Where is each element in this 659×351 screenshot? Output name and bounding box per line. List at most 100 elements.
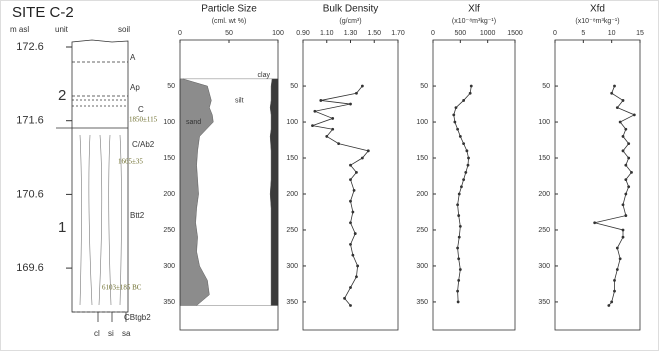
point: [469, 84, 473, 88]
horizon: Ap: [130, 83, 140, 92]
point: [352, 188, 356, 192]
horizon: Btt2: [130, 211, 145, 220]
point: [457, 278, 461, 282]
header: m asl: [10, 25, 29, 34]
point: [462, 99, 466, 102]
horizon: C/Ab2: [132, 140, 155, 149]
point: [465, 149, 469, 153]
point: [311, 124, 314, 128]
point: [453, 120, 457, 124]
elevation-label: 170.6: [16, 188, 44, 200]
point: [466, 163, 470, 167]
point: [349, 304, 352, 307]
point: [331, 127, 335, 131]
x-tick-label: 1500: [507, 30, 523, 37]
x-tick-label: 0.90: [296, 30, 310, 37]
y-tick-label: 250: [416, 227, 428, 234]
point: [349, 199, 352, 203]
x-tick-label: 1000: [480, 30, 496, 37]
point: [615, 246, 619, 250]
point: [456, 127, 459, 131]
x-tick-label: 0: [178, 30, 182, 37]
point: [613, 278, 616, 282]
point: [632, 113, 636, 117]
x-tick-label: 1.70: [391, 30, 405, 37]
x-tick-label: 0: [553, 30, 557, 37]
point: [621, 149, 625, 153]
y-tick-label: 50: [542, 83, 550, 90]
panel-title: Bulk Density: [323, 4, 379, 15]
point: [351, 253, 355, 257]
point: [624, 163, 628, 167]
point: [615, 268, 619, 271]
point: [456, 246, 459, 250]
point: [621, 99, 625, 102]
point: [356, 264, 360, 268]
point: [627, 156, 631, 160]
point: [624, 178, 628, 182]
horizon: C: [138, 105, 144, 114]
y-tick-label: 150: [163, 155, 175, 162]
point: [607, 304, 611, 307]
point: [464, 171, 468, 174]
y-tick-label: 50: [420, 83, 428, 90]
y-tick-label: 300: [286, 263, 298, 270]
point: [337, 142, 341, 146]
point: [355, 275, 358, 279]
point: [458, 135, 462, 138]
point: [355, 91, 358, 95]
point: [621, 203, 625, 207]
point: [360, 84, 364, 88]
point: [313, 109, 317, 113]
point: [462, 178, 466, 182]
y-tick-label: 200: [538, 191, 550, 198]
point: [624, 127, 628, 131]
x-tick-label: 1.50: [367, 30, 381, 37]
y-tick-label: 200: [286, 191, 298, 198]
y-tick-label: 150: [538, 155, 550, 162]
y-tick-label: 300: [538, 263, 550, 270]
x-tick-label: 15: [636, 30, 644, 37]
point: [325, 135, 329, 138]
x-tick-label: 1.10: [320, 30, 334, 37]
point: [349, 221, 352, 225]
x-tick-label: 50: [225, 30, 233, 37]
plot-box: [432, 39, 516, 331]
point: [621, 235, 625, 239]
point: [624, 192, 628, 196]
point: [454, 106, 458, 110]
date: 1850±115: [129, 116, 158, 124]
date: 6103±185 BC: [102, 284, 142, 292]
elevation-label: 169.6: [16, 262, 44, 274]
x-tick-label: 5: [581, 30, 585, 37]
x-tick-label: 1.30: [344, 30, 358, 37]
point: [458, 224, 462, 228]
point: [613, 84, 616, 88]
point: [462, 142, 466, 146]
point: [331, 117, 335, 120]
plot-box: [554, 39, 641, 331]
point: [610, 300, 614, 304]
point: [351, 210, 355, 214]
y-tick-label: 200: [163, 191, 175, 198]
elevation-label: 172.6: [16, 41, 44, 53]
panel-subtitle: (x10⁻⁸m³kg⁻¹): [575, 18, 619, 25]
y-tick-label: 350: [163, 299, 175, 306]
y-tick-label: 150: [286, 155, 298, 162]
unit-label: 1: [58, 219, 66, 236]
point: [456, 203, 459, 207]
point: [627, 142, 631, 146]
point: [615, 106, 619, 110]
series-label: clay: [258, 72, 271, 79]
point: [468, 91, 472, 95]
x-tick-label: 0: [431, 30, 435, 37]
y-tick-label: 350: [286, 299, 298, 306]
series-label: sand: [186, 119, 201, 126]
point: [621, 135, 625, 138]
y-tick-label: 50: [167, 83, 175, 90]
point: [618, 257, 622, 261]
line: [594, 85, 636, 306]
point: [624, 214, 628, 217]
y-tick-label: 200: [416, 191, 428, 198]
y-tick-label: 350: [416, 299, 428, 306]
